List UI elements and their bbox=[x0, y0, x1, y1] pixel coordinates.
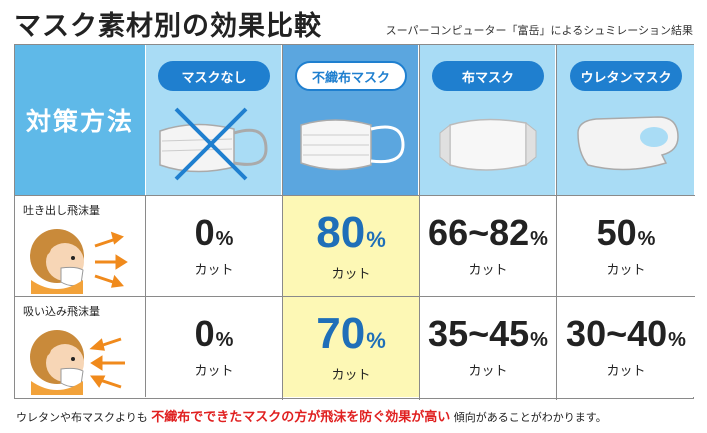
inhale-value: 30~40 bbox=[566, 312, 668, 354]
inhale-value: 35~45 bbox=[428, 312, 530, 354]
footer-note: ウレタンや布マスクよりも 不織布でできたマスクの方が飛沫を防ぐ効果が高い 傾向が… bbox=[16, 406, 607, 425]
exhale-value-cell: 80% カット bbox=[283, 195, 419, 296]
row-label-text: 吐き出し飛沫量 bbox=[23, 204, 100, 217]
cut-label: カット bbox=[194, 262, 234, 278]
inhale-value-cell: 70% カット bbox=[283, 296, 419, 397]
percent-sign: % bbox=[215, 328, 234, 351]
cloth-mask-icon bbox=[439, 118, 537, 171]
cut-label: カット bbox=[194, 363, 234, 379]
cut-label: カット bbox=[606, 363, 646, 379]
face-exhale-icon bbox=[30, 229, 128, 294]
footer-pre: ウレタンや布マスクよりも bbox=[16, 411, 148, 424]
row-label-exhale: 吐き出し飛沫量 bbox=[15, 195, 146, 296]
exhale-value: 66~82 bbox=[428, 211, 530, 253]
page-subtitle: スーパーコンピューター「富岳」によるシュミレーション結果 bbox=[385, 24, 693, 37]
urethane-mask-icon bbox=[577, 116, 679, 171]
inhale-value: 70 bbox=[316, 308, 366, 358]
row-label-inhale: 吸い込み飛沫量 bbox=[15, 296, 146, 397]
row-label-text: 吸い込み飛沫量 bbox=[23, 305, 100, 318]
pleated-mask-icon bbox=[300, 119, 405, 171]
comparison-table: 対策方法 吐き出し飛沫量 吸い込み飛沫量 bbox=[14, 44, 695, 400]
exhale-value-cell: 66~82% カット bbox=[420, 195, 556, 296]
inhale-value: 0 bbox=[194, 312, 215, 354]
column-no-mask: マスクなし 0% カット 0% カット bbox=[146, 45, 283, 400]
column-label: 布マスク bbox=[432, 61, 544, 91]
footer-emphasis: 不織布でできたマスクの方が飛沫を防ぐ効果が高い bbox=[151, 410, 451, 425]
header-left-label: 対策方法 bbox=[25, 107, 134, 136]
inhale-value-cell: 35~45% カット bbox=[420, 296, 556, 397]
cut-label: カット bbox=[331, 266, 371, 282]
column-cloth-mask: 布マスク 66~82% カット 35~45% カット bbox=[420, 45, 557, 400]
percent-sign: % bbox=[530, 227, 548, 250]
inhale-value-cell: 30~40% カット bbox=[557, 296, 695, 397]
percent-sign: % bbox=[530, 328, 548, 351]
cut-label: カット bbox=[468, 262, 508, 278]
mask-crossed-out-icon bbox=[159, 107, 268, 181]
column-label: ウレタンマスク bbox=[570, 61, 682, 91]
column-label: 不織布マスク bbox=[295, 61, 407, 91]
exhale-value: 80 bbox=[316, 207, 366, 257]
cut-label: カット bbox=[468, 363, 508, 379]
column-nonwoven-mask: 不織布マスク 80% カット 70% カット bbox=[283, 45, 420, 400]
percent-sign: % bbox=[215, 227, 234, 250]
column-label: マスクなし bbox=[158, 61, 270, 91]
exhale-value-cell: 50% カット bbox=[557, 195, 695, 296]
percent-sign: % bbox=[637, 227, 656, 250]
page-title: マスク素材別の効果比較 bbox=[14, 11, 322, 42]
inhale-value-cell: 0% カット bbox=[146, 296, 282, 397]
face-inhale-icon bbox=[30, 330, 125, 395]
header-left-cell: 対策方法 bbox=[15, 45, 146, 195]
percent-sign: % bbox=[366, 226, 386, 252]
percent-sign: % bbox=[668, 328, 686, 351]
percent-sign: % bbox=[366, 327, 386, 353]
column-urethane-mask: ウレタンマスク 50% カット 30~40% カット bbox=[557, 45, 695, 400]
exhale-value: 50 bbox=[596, 211, 637, 253]
cut-label: カット bbox=[331, 367, 371, 383]
cut-label: カット bbox=[606, 262, 646, 278]
exhale-value: 0 bbox=[194, 211, 215, 253]
exhale-value-cell: 0% カット bbox=[146, 195, 282, 296]
footer-post: 傾向があることがわかります。 bbox=[453, 411, 607, 424]
